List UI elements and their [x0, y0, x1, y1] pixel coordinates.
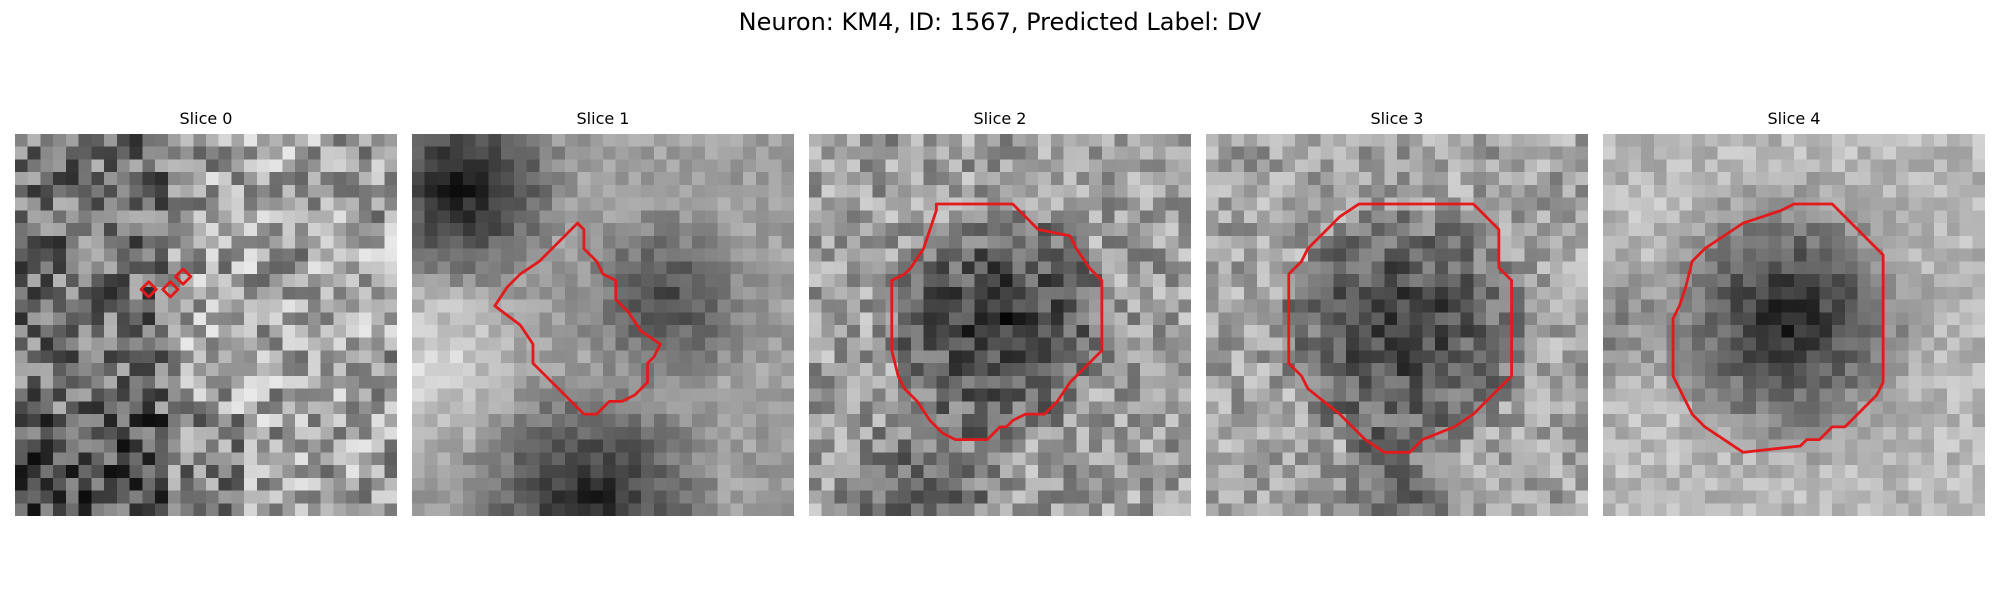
slice-panel-1: Slice 1 — [412, 110, 794, 516]
slice-image — [809, 134, 1191, 516]
slice-panel-2: Slice 2 — [809, 110, 1191, 516]
figure-title: Neuron: KM4, ID: 1567, Predicted Label: … — [738, 8, 1262, 36]
roi-contour — [174, 267, 193, 286]
roi-contour — [1671, 202, 1885, 454]
roi-contour — [1287, 202, 1514, 454]
roi-contour — [890, 202, 1104, 442]
slice-image — [1603, 134, 1985, 516]
slice-title: Slice 3 — [1370, 109, 1424, 128]
roi-contour — [139, 280, 158, 299]
roi-contour — [161, 280, 180, 299]
slice-title: Slice 1 — [576, 109, 630, 128]
slice-image — [15, 134, 397, 516]
slice-title: Slice 4 — [1767, 109, 1821, 128]
slice-image — [1206, 134, 1588, 516]
slice-title: Slice 0 — [179, 109, 233, 128]
slice-image — [412, 134, 794, 516]
slice-panel-4: Slice 4 — [1603, 110, 1985, 516]
slice-panel-3: Slice 3 — [1206, 110, 1588, 516]
slice-panel-0: Slice 0 — [15, 110, 397, 516]
slice-title: Slice 2 — [973, 109, 1027, 128]
roi-contour — [493, 221, 662, 416]
